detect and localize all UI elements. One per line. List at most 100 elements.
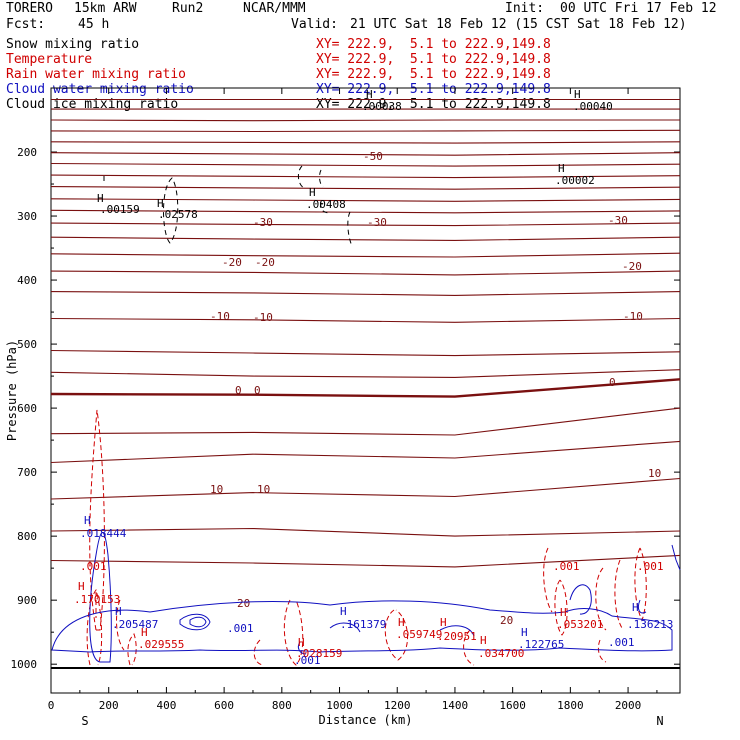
maximum-marker: H [309,186,316,199]
south-label: S [81,714,88,728]
x-tick-label: 1200 [384,699,411,712]
snow-contour [347,211,353,247]
legend-xy: XY= 222.9, 5.1 to 222.9,149.8 [316,97,551,112]
isotherm-label: -10 [210,310,230,323]
maximum-marker: H [298,636,305,649]
maximum-marker: H [632,601,639,614]
isotherm-line [50,174,681,179]
isotherm-line [50,554,681,568]
isotherm-line [50,198,681,202]
isotherm-label: 10 [210,483,223,496]
legend-xy: XY= 222.9, 5.1 to 222.9,149.8 [316,52,551,67]
maximum-marker: H [560,606,567,619]
maximum-marker: H [366,88,373,101]
y-tick-label: 200 [17,146,37,159]
x-tick-label: 1000 [326,699,353,712]
valid-time: 21 UTC Sat 18 Feb 12 (15 CST Sat 18 Feb … [350,17,687,32]
cloud-water-contour [179,613,211,631]
maximum-value-label: .00408 [306,198,346,211]
valid-label: Valid: [291,17,338,32]
isotherm-line [50,252,681,258]
x-tick-label: 600 [214,699,234,712]
cloud-water-contour [671,544,681,571]
isotherm-label: -10 [623,310,643,323]
x-tick-label: 1400 [442,699,469,712]
maximum-value-label: .00040 [573,100,613,113]
maximum-marker: H [340,605,347,618]
isotherm-label: 0 [609,376,616,389]
x-tick-label: 400 [156,699,176,712]
x-tick-label: 0 [48,699,55,712]
maximum-value-label: .059749 [396,628,442,641]
isotherm-label: -50 [363,150,383,163]
isotherm-label: 0 [254,384,261,397]
maximum-marker: H [574,88,581,101]
rain-contour [554,579,568,636]
isotherm-line [50,236,681,241]
cloud-water-contour [569,584,592,615]
snow-contour [297,165,305,189]
y-tick-label: 300 [17,210,37,223]
isotherm-line [50,317,681,323]
maximum-value-label: .02578 [158,208,198,221]
rain-contour [116,599,125,651]
rain-contour [253,639,265,666]
y-tick-label: 400 [17,274,37,287]
isotherm-label: -20 [622,260,642,273]
isotherm-line [50,527,681,537]
maximum-value-label: .001 [553,560,580,573]
run-label: Run2 [172,1,204,16]
maximum-value-label: .018444 [80,527,127,540]
isotherm-line [50,369,681,378]
maximum-value-label: .205487 [112,618,158,631]
rain-contour [543,547,553,613]
y-tick-label: 500 [17,338,37,351]
isotherm-label: -30 [608,214,628,227]
maximum-value-label: .028159 [296,647,342,660]
isotherm-line [50,291,681,296]
isotherm-line [50,186,681,190]
maximum-marker: H [97,192,104,205]
rain-contour [89,409,105,631]
isotherm-line [50,141,681,144]
maximum-marker: H [398,616,405,629]
maximum-value-label: .122765 [518,638,564,651]
org-label: NCAR/MMM [243,1,306,16]
x-tick-label: 1800 [557,699,584,712]
cloud-water-contour [189,616,207,628]
maximum-value-label: .001 [608,636,635,649]
x-tick-label: 2000 [615,699,642,712]
isotherm-line [50,222,681,227]
isotherm-line [50,129,681,133]
snow-contour [319,202,331,214]
plot-frame [50,87,681,694]
isotherm-label: -20 [222,256,242,269]
init-time: 00 UTC Fri 17 Feb 12 [560,1,717,16]
x-tick-label: 800 [272,699,292,712]
cloud-water-contour [439,625,475,637]
y-tick-label: 700 [17,466,37,479]
maximum-value-label: .001 [80,560,107,573]
isotherm-label: 0 [235,384,242,397]
run-description: 15km ARW [74,1,137,16]
maximum-value-label: .20951 [437,630,477,643]
y-tick-label: 600 [17,402,37,415]
isotherm-zero [50,378,681,398]
isotherm-line [50,270,681,276]
snow-contour [319,169,324,188]
north-label: N [656,714,663,728]
legend-xy: XY= 222.9, 5.1 to 222.9,149.8 [316,37,551,52]
maximum-value-label: .136213 [627,618,673,631]
rain-contour [597,639,607,663]
isotherm-line [50,349,681,357]
isotherm-label: -20 [255,256,275,269]
isotherm-label: -30 [253,216,273,229]
maximum-value-label: .170153 [74,593,120,606]
maximum-marker: H [141,626,148,639]
cloud-water-contour [297,641,307,655]
y-tick-label: 800 [17,530,37,543]
init-label: Init: [505,1,545,16]
legend-label: Cloud ice mixing ratio [6,97,179,112]
